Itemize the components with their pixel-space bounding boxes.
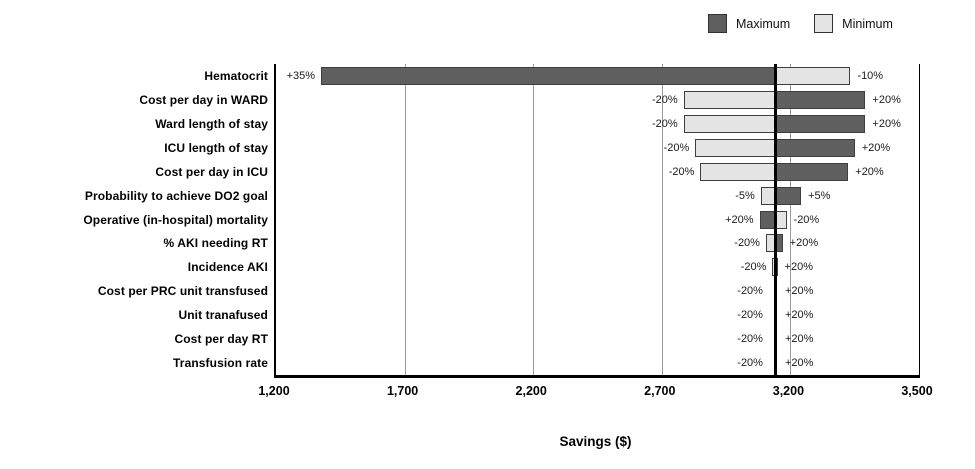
category-label: Operative (in-hospital) mortality (83, 212, 268, 227)
bar-minimum (774, 66, 851, 85)
minimum-swatch-icon (814, 14, 834, 33)
bar-value-label: +5% (808, 189, 831, 202)
x-tick-label: 3,500 (901, 384, 933, 398)
bar-minimum (760, 186, 775, 205)
bar-value-label: -5% (735, 189, 755, 202)
bar-minimum (700, 162, 775, 181)
category-label: Cost per day in ICU (155, 164, 268, 179)
bar-maximum (774, 114, 866, 133)
bar-maximum (774, 138, 855, 157)
legend-item-maximum: Maximum (708, 14, 790, 33)
legend-label-minimum: Minimum (842, 16, 893, 31)
bar-value-label: +20% (789, 237, 819, 250)
category-label: Probability to achieve DO2 goal (84, 188, 268, 203)
maximum-swatch-icon (708, 14, 727, 33)
category-label: Incidence AKI (187, 260, 268, 275)
bar-value-label: -20% (740, 261, 767, 274)
bar-value-label: +20% (784, 357, 814, 370)
legend-label-maximum: Maximum (736, 16, 791, 31)
x-axis-ticks: 1,200 1,700 2,200 2,700 3,200 3,500 (258, 384, 932, 400)
bar-maximum (774, 186, 802, 205)
legend: Maximum Minimum (708, 14, 893, 33)
category-label: Unit tranafused (178, 308, 268, 323)
bar-value-label: -20% (734, 237, 760, 250)
bar-value-label: -20% (737, 333, 763, 346)
gridline (790, 64, 792, 375)
baseline (773, 64, 777, 375)
gridline (533, 64, 535, 375)
bar-value-label: +20% (784, 285, 814, 298)
category-label: Cost per day RT (174, 332, 268, 347)
bar-value-label: +20% (872, 117, 901, 130)
category-label: % AKI needing RT (163, 236, 268, 251)
bar-value-label: -20% (793, 213, 820, 226)
category-label: ICU length of stay (164, 140, 268, 155)
x-tick-label: 2,200 (515, 384, 547, 398)
bar-value-label: +20% (861, 141, 891, 154)
bar-value-label: +35% (286, 69, 316, 82)
x-tick-label: 1,200 (258, 384, 290, 398)
category-label: Cost per day in WARD (139, 92, 268, 107)
x-axis-title: Savings ($) (559, 434, 632, 449)
bar-value-label: -20% (668, 165, 695, 178)
bar-value-label: +20% (872, 93, 901, 106)
bar-value-label: -20% (663, 141, 690, 154)
bar-value-label: -10% (857, 69, 884, 82)
bar-minimum (695, 138, 775, 157)
bar-value-label: +20% (784, 261, 813, 274)
x-tick-label: 2,700 (644, 384, 676, 398)
bar-value-label: -20% (737, 309, 763, 322)
bar-maximum (321, 66, 775, 85)
bar-maximum (774, 162, 849, 181)
bar-maximum (774, 90, 866, 109)
bar-maximum (759, 210, 775, 229)
bar-minimum (683, 114, 775, 133)
category-axis: Hematocrit Cost per day in WARD Ward lengt… (0, 64, 268, 375)
bar-value-label: -20% (737, 357, 763, 370)
bar-value-label: -20% (737, 285, 763, 298)
bar-minimum (683, 90, 775, 109)
bar-value-label: +20% (725, 213, 754, 226)
gridline (661, 64, 663, 375)
category-label: Hematocrit (204, 68, 268, 83)
x-tick-label: 1,700 (386, 384, 419, 398)
x-tick-label: 3,200 (772, 384, 805, 398)
category-label: Cost per PRC unit transfused (97, 284, 268, 299)
category-label: Ward length of stay (155, 116, 268, 131)
legend-item-minimum: Minimum (814, 14, 893, 33)
bar-value-label: +20% (784, 333, 814, 346)
gridline (404, 64, 406, 375)
plot-area: +35% -10% -20% +20% -20% +20% -20% +20% -20% +20%… (274, 64, 920, 378)
bar-value-label: -20% (651, 117, 678, 130)
bar-value-label: +20% (784, 309, 814, 322)
bar-value-label: +20% (855, 165, 884, 178)
category-label: Transfusion rate (173, 356, 268, 371)
bar-value-label: -20% (651, 93, 678, 106)
